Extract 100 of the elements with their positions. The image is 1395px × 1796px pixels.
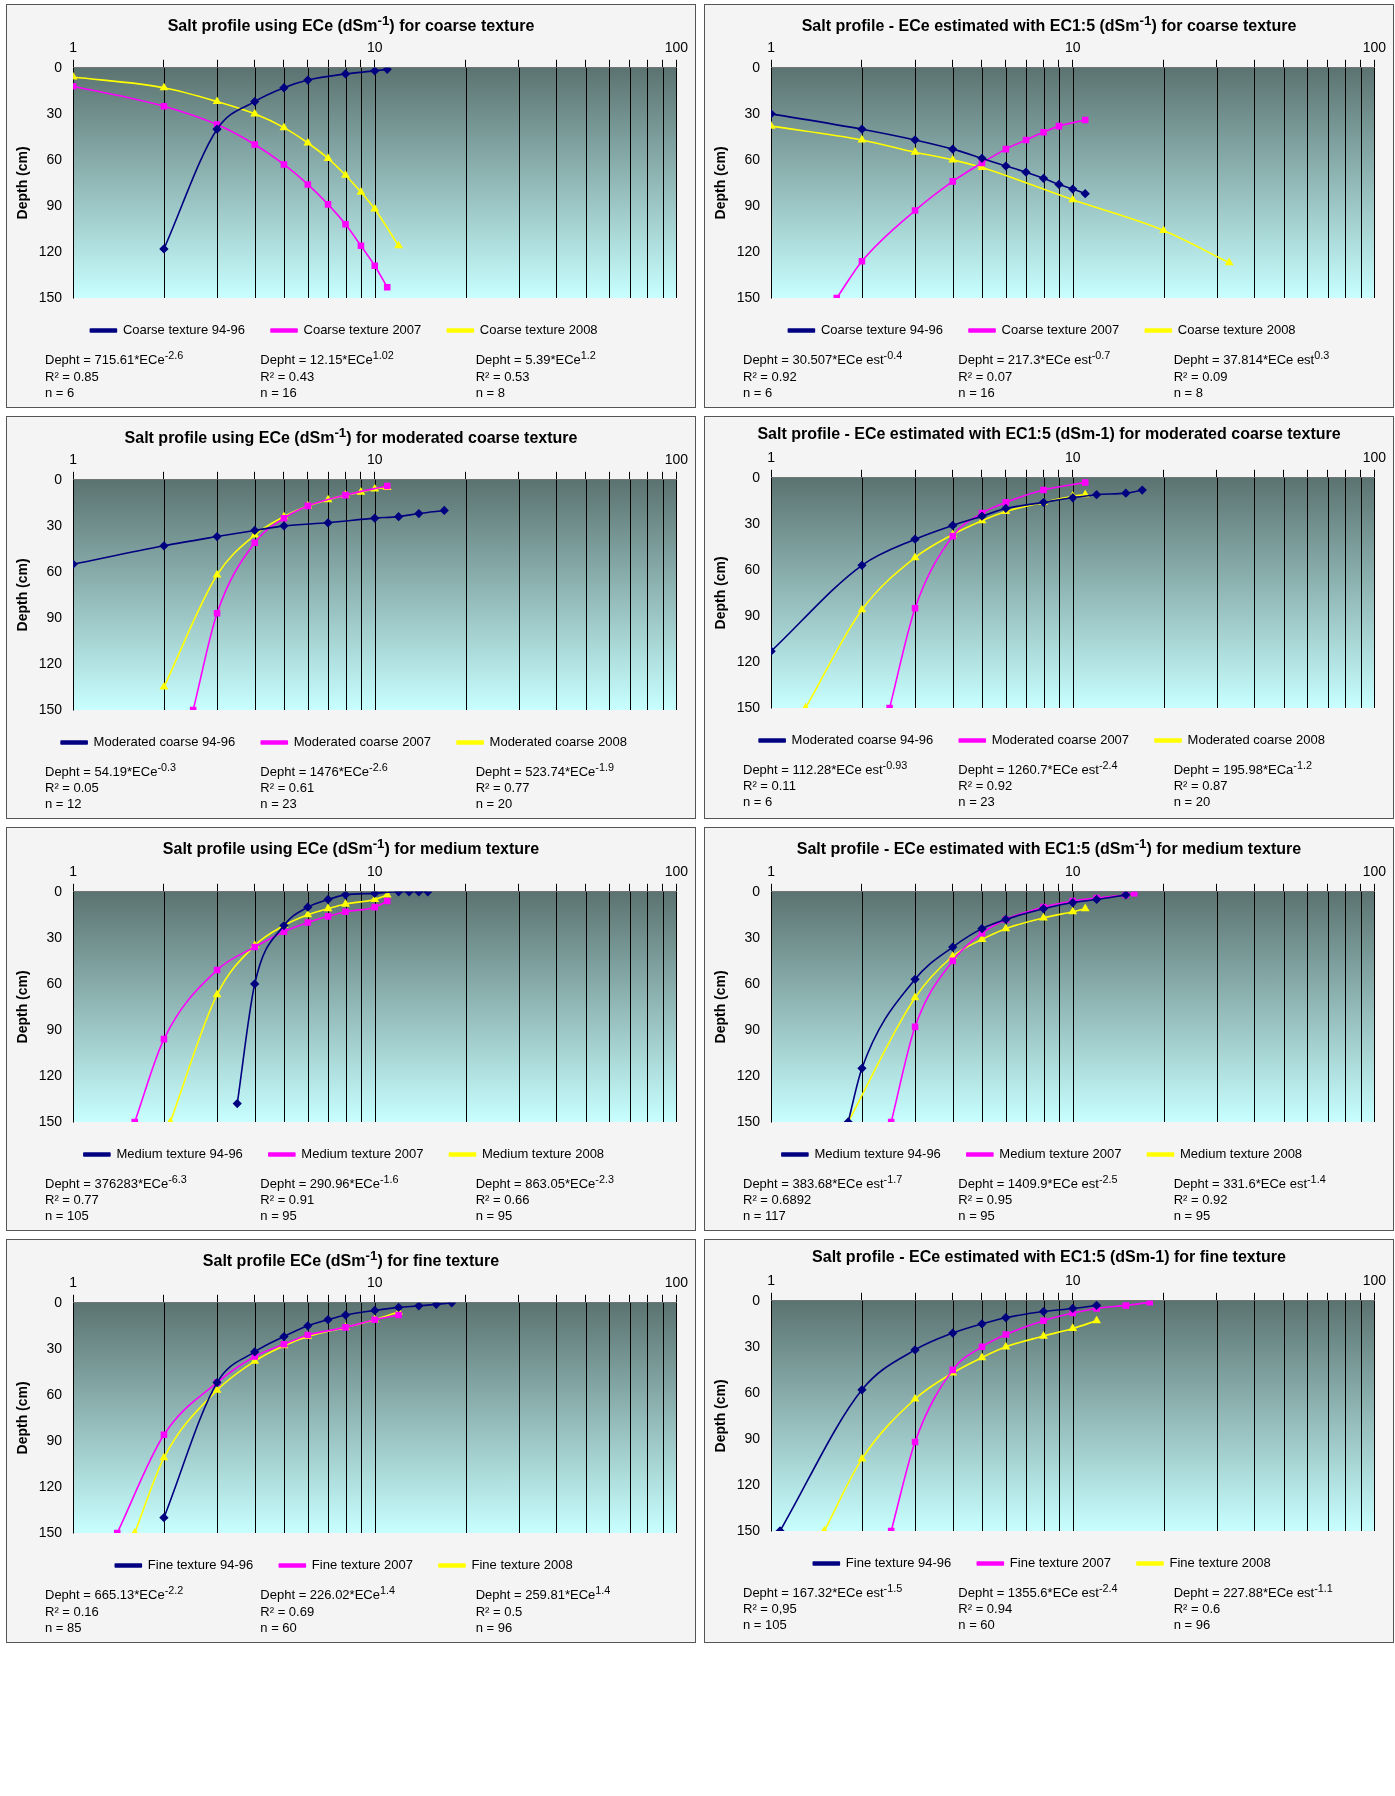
text: n = 117 xyxy=(743,1207,787,1224)
text: Depht = 12.15*ECe$^{1.02}$ xyxy=(260,348,395,369)
text: R² = 0.6892 xyxy=(743,1191,813,1208)
legend-label: Coarse texture 94-96 xyxy=(122,322,246,338)
text: R² = 0.09 xyxy=(1173,368,1229,385)
chart-title: Salt profile using ECe (dSm$^{-1}$) for medium texture xyxy=(161,836,541,859)
chart-title: Salt profile - ECe estimated with EC1:5 (dSm$^{-1}$) for medium texture xyxy=(795,836,1303,859)
y-tick-label: 120 xyxy=(38,654,63,671)
text: R² = 0.92 xyxy=(958,777,1014,794)
x-tick-label: 10 xyxy=(1064,862,1081,879)
y-axis-title: Depth (cm) xyxy=(14,969,31,1044)
legend-label: Coarse texture 2007 xyxy=(1001,322,1120,338)
chart-title: Salt profile ECe (dSm$^{-1}$) for fine texture xyxy=(201,1247,501,1271)
y-tick-label: 60 xyxy=(46,974,63,991)
text: R² = 0.92 xyxy=(743,368,798,385)
legend-label: Fine texture 2008 xyxy=(471,1557,573,1573)
text: n = 105 xyxy=(45,1207,90,1224)
text: n = 23 xyxy=(260,796,298,813)
x-tick-label: 100 xyxy=(664,451,689,468)
text: Depht = 376283*ECe$^{-6.3}$ xyxy=(45,1171,188,1192)
text: Depht = 259.81*ECe$^{1.4}$ xyxy=(475,1583,612,1604)
x-tick-label: 10 xyxy=(1064,448,1081,465)
text: R² = 0.66 xyxy=(475,1191,531,1208)
y-tick-label: 120 xyxy=(38,1066,63,1083)
y-tick-label: 30 xyxy=(744,928,761,945)
y-axis-title: Depth (cm) xyxy=(14,1381,31,1455)
y-axis-title: Depth (cm) xyxy=(712,555,729,630)
text: Depht = 226.02*ECe$^{1.4}$ xyxy=(260,1583,396,1604)
legend-label: Medium texture 2007 xyxy=(999,1145,1122,1161)
text: R² = 0.05 xyxy=(45,780,100,797)
x-tick-label: 1 xyxy=(767,862,776,879)
y-tick-label: 60 xyxy=(744,974,761,991)
text: Depht = 30.507*ECe est$^{-0.4}$ xyxy=(743,348,904,369)
text: Depht = 5.39*ECe$^{1.2}$ xyxy=(475,348,597,369)
y-axis-title: Depth (cm) xyxy=(712,969,729,1044)
y-tick-label: 120 xyxy=(736,652,761,669)
y-tick-label: 90 xyxy=(744,1429,761,1446)
y-tick-label: 30 xyxy=(744,105,761,122)
y-tick-label: 0 xyxy=(54,1293,63,1310)
x-tick-label: 1 xyxy=(767,39,776,56)
text: Depht = 331.6*ECe est$^{-1.4}$ xyxy=(1173,1171,1327,1192)
x-tick-label: 100 xyxy=(1362,1272,1387,1289)
text: R² = 0.94 xyxy=(958,1601,1014,1618)
text: Depht = 290.96*ECe$^{-1.6}$ xyxy=(260,1171,400,1192)
y-tick-label: 30 xyxy=(46,105,63,122)
text: n = 20 xyxy=(475,796,514,813)
text: n = 12 xyxy=(45,796,83,813)
legend-label: Fine texture 94-96 xyxy=(845,1555,952,1571)
text: n = 20 xyxy=(1173,793,1212,810)
x-tick-label: 100 xyxy=(1362,448,1387,465)
text: R² = 0,95 xyxy=(743,1601,798,1618)
text: R² = 0.16 xyxy=(45,1603,100,1620)
y-tick-label: 60 xyxy=(744,1383,761,1400)
legend-label: Moderated coarse 2008 xyxy=(489,734,627,750)
x-tick-label: 1 xyxy=(69,1274,78,1291)
text: R² = 0.61 xyxy=(260,780,316,797)
y-tick-label: 0 xyxy=(752,882,761,899)
legend-label: Coarse texture 2008 xyxy=(479,322,598,338)
legend-label: Coarse texture 2008 xyxy=(1177,322,1296,338)
y-tick-label: 0 xyxy=(54,58,63,75)
y-tick-label: 0 xyxy=(54,470,63,487)
text: Depht = 54.19*ECe$^{-0.3}$ xyxy=(45,760,178,781)
text: n = 16 xyxy=(260,384,298,401)
text: Depht = 1355.6*ECe est$^{-2.4}$ xyxy=(958,1580,1119,1602)
y-tick-label: 0 xyxy=(54,882,63,899)
x-tick-label: 1 xyxy=(767,448,776,465)
legend-label: Medium texture 94-96 xyxy=(116,1145,243,1161)
text: n = 8 xyxy=(1173,384,1204,401)
y-tick-label: 150 xyxy=(38,1524,63,1541)
legend-label: Medium texture 2008 xyxy=(481,1145,605,1161)
y-tick-label: 120 xyxy=(38,243,63,260)
text: n = 95 xyxy=(958,1207,996,1224)
text: Depht = 863.05*ECe$^{-2.3}$ xyxy=(475,1171,615,1192)
y-tick-label: 0 xyxy=(752,1291,761,1308)
text: n = 95 xyxy=(1173,1207,1212,1224)
y-tick-label: 30 xyxy=(46,1340,63,1356)
text: R² = 0.11 xyxy=(743,777,797,794)
text: Depht = 1409.9*ECe est$^{-2.5}$ xyxy=(958,1171,1119,1192)
text: n = 96 xyxy=(475,1619,514,1636)
text: Depht = 383.68*ECe est$^{-1.7}$ xyxy=(743,1171,904,1192)
text: Depht = 227.88*ECe est$^{-1.1}$ xyxy=(1173,1580,1334,1602)
text: R² = 0.53 xyxy=(475,368,531,385)
text: n = 6 xyxy=(743,384,774,401)
y-axis-title: Depth (cm) xyxy=(14,558,31,632)
text: Depht = 195.98*ECa$^{-1.2}$ xyxy=(1173,757,1313,778)
legend-label: Medium texture 2007 xyxy=(301,1145,424,1161)
legend-label: Coarse texture 2007 xyxy=(303,322,422,338)
y-tick-label: 150 xyxy=(38,1112,63,1129)
x-tick-label: 100 xyxy=(664,1274,689,1291)
text: n = 8 xyxy=(475,384,506,401)
y-tick-label: 150 xyxy=(736,1112,761,1129)
text: n = 6 xyxy=(45,384,76,401)
text: R² = 0.91 xyxy=(260,1191,316,1208)
y-tick-label: 90 xyxy=(46,1020,63,1037)
text: R² = 0.43 xyxy=(260,368,316,385)
legend-label: Fine texture 2007 xyxy=(311,1557,414,1573)
legend-label: Medium texture 2008 xyxy=(1179,1145,1303,1161)
x-tick-label: 1 xyxy=(767,1272,776,1289)
x-tick-label: 100 xyxy=(664,862,689,879)
legend-label: Coarse texture 94-96 xyxy=(820,322,944,338)
